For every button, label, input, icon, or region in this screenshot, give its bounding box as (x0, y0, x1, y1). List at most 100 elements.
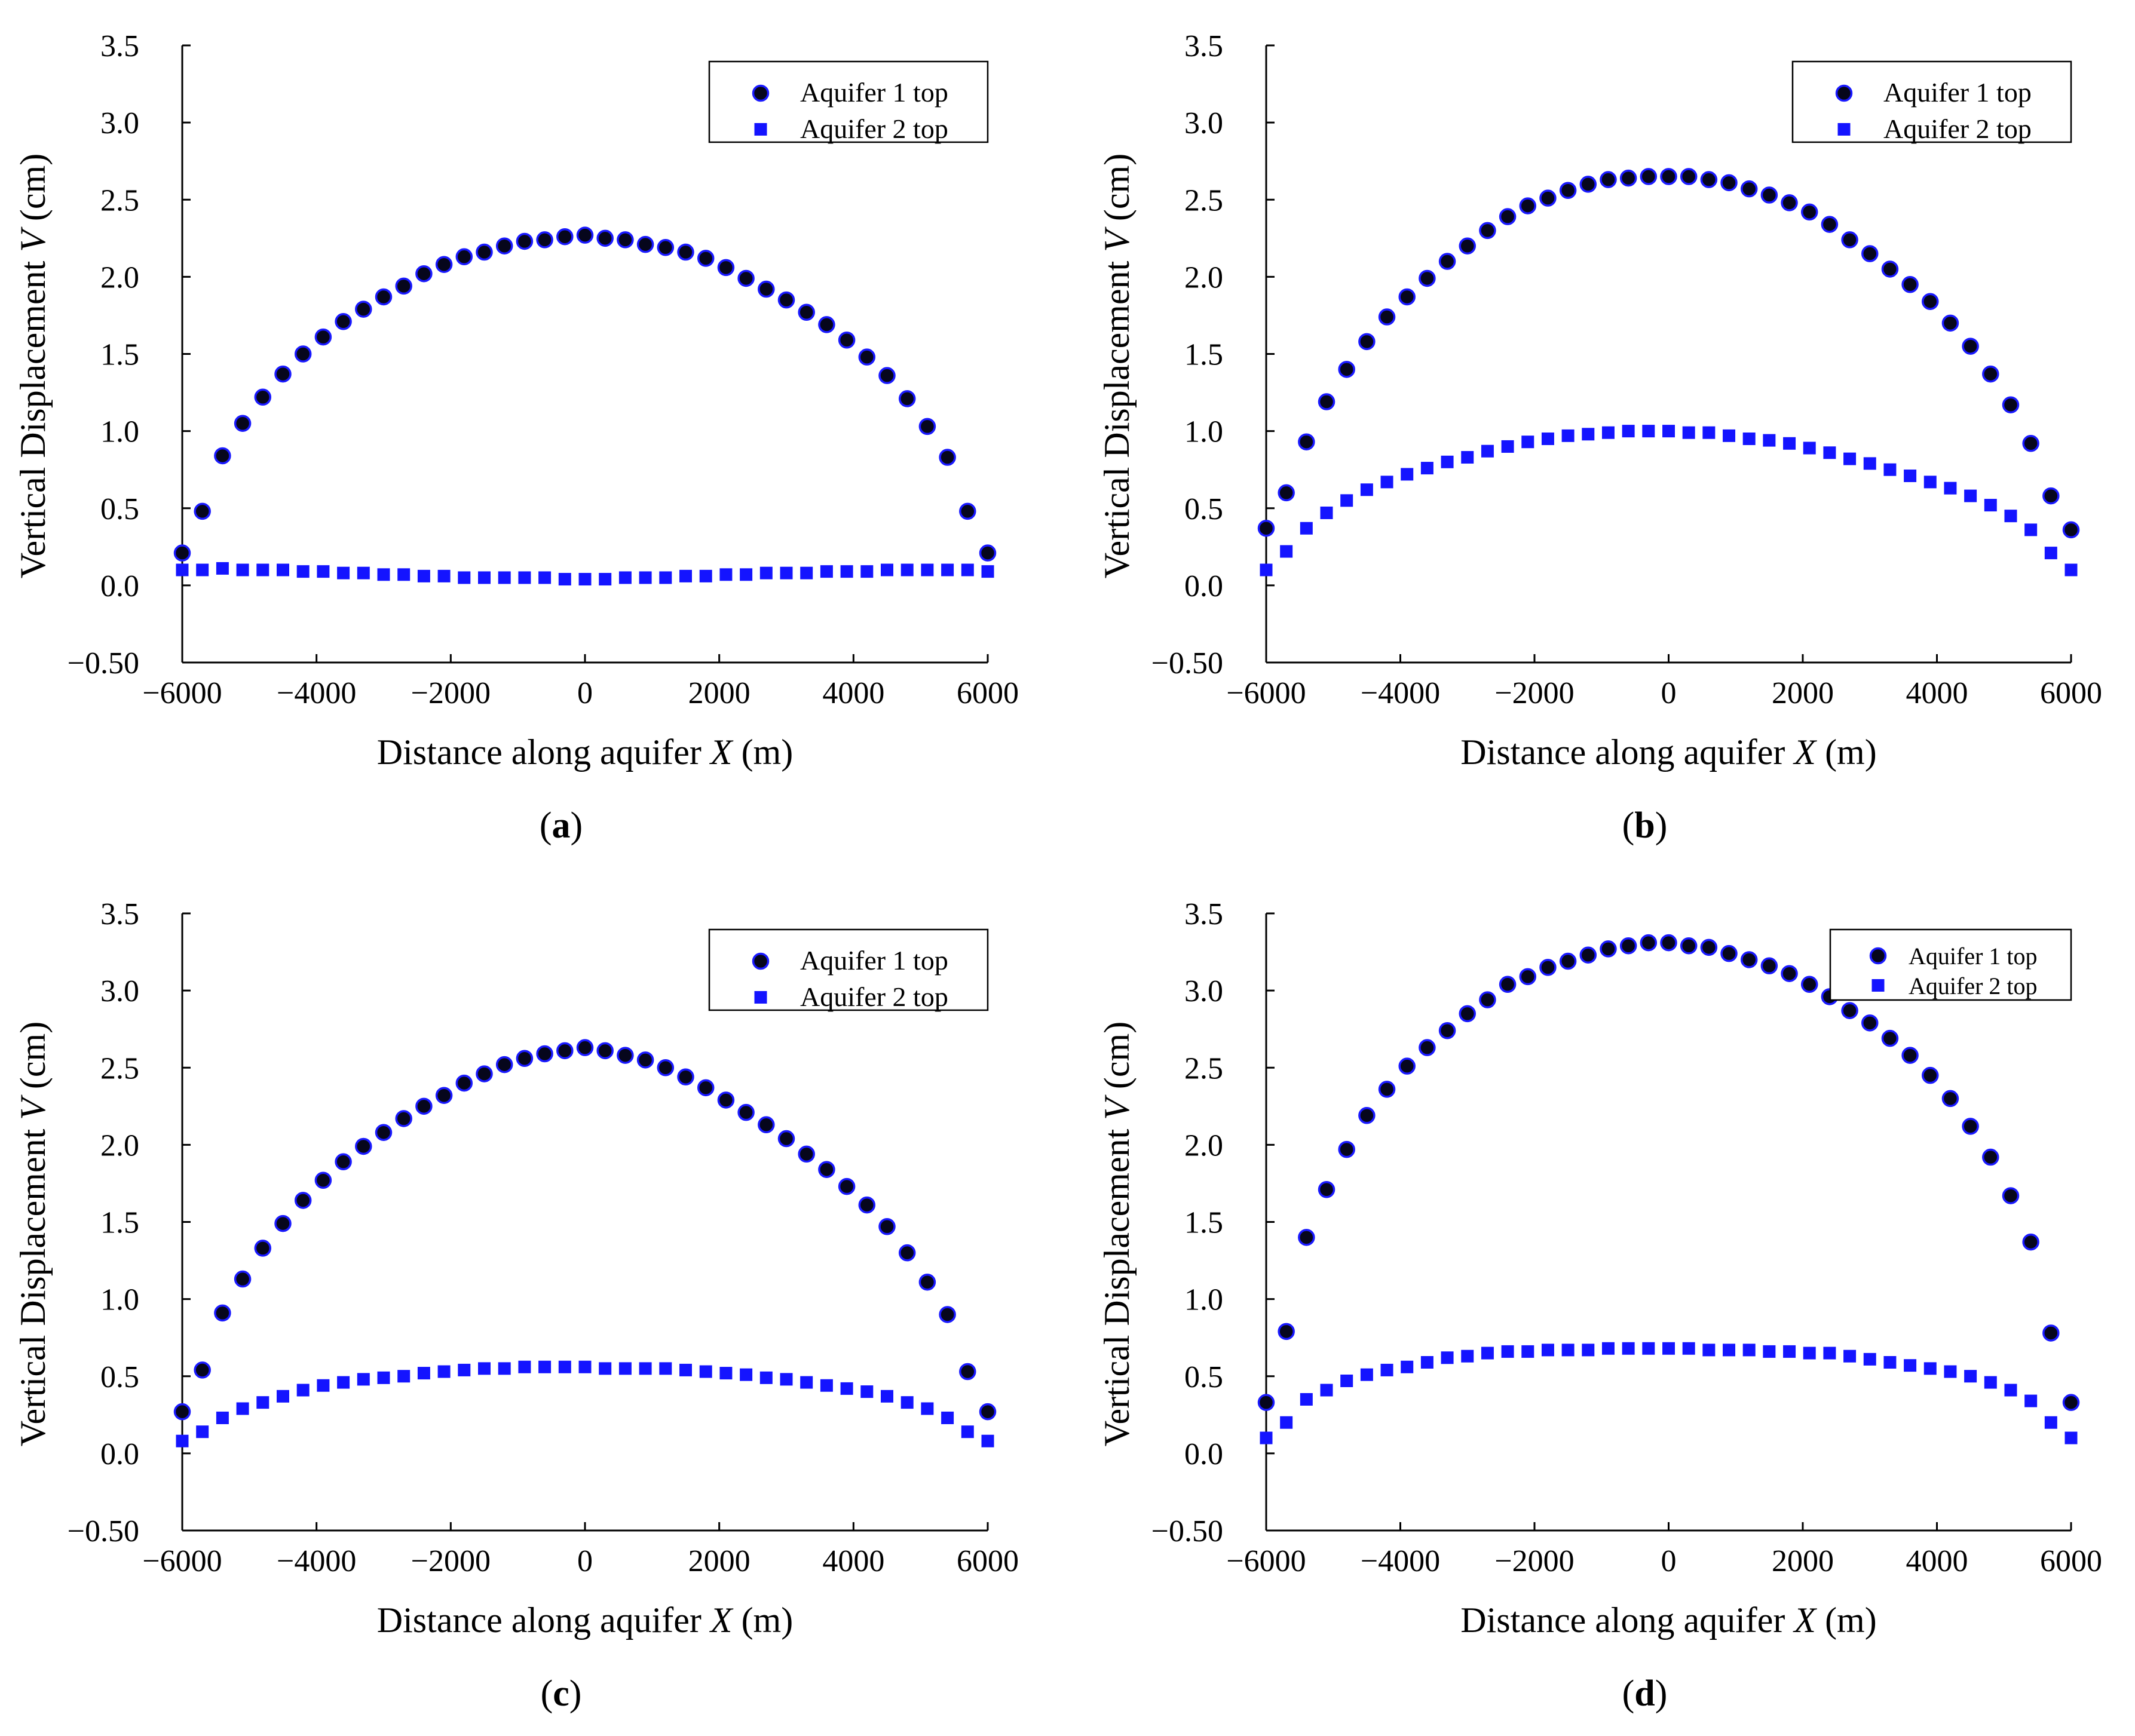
legend-aquifer-2-label: Aquifer 2 top (1883, 114, 2032, 144)
aquifer-2-point (1420, 1356, 1433, 1369)
aquifer-1-point (1438, 253, 1456, 270)
aquifer-1-point (556, 228, 574, 246)
aquifer-2-point (1964, 1370, 1977, 1383)
aquifer-1-point (173, 1403, 191, 1421)
aquifer-1-point (415, 265, 433, 283)
y-axis-label: Vertical Displacement V (cm) (13, 1022, 53, 1446)
chart-panel-a: −0.50 0.0 0.5 1.0 1.5 2.0 2.5 3.0 3.5 −6000 −4000 −… (13, 29, 1019, 846)
aquifer-1-point (1700, 938, 1718, 956)
aquifer-2-point (357, 1373, 370, 1386)
aquifer-1-point (1519, 968, 1537, 986)
aquifer-2-point (699, 1365, 712, 1378)
aquifer-2-point (1803, 1347, 1816, 1360)
aquifer-1-point (1781, 194, 1798, 211)
aquifer-2-point (981, 565, 994, 578)
aquifer-2-point (740, 568, 753, 581)
aquifer-2-point (1401, 468, 1414, 481)
y-axis-label-var: V (1097, 1094, 1137, 1120)
aquifer-1-point (1800, 203, 1818, 221)
aquifer-2-point (277, 563, 289, 576)
aquifer-2-point (1501, 1345, 1514, 1358)
aquifer-2-point (618, 1362, 632, 1375)
y-axis-label-suffix: (cm) (1097, 1022, 1137, 1098)
aquifer-1-point (2022, 1233, 2039, 1251)
aquifer-2-point (1320, 506, 1333, 519)
aquifer-2-point (1582, 428, 1595, 441)
aquifer-2-point (256, 563, 269, 576)
aquifer-1-point (939, 449, 956, 466)
aquifer-2-point (1923, 476, 1937, 489)
aquifer-2-point (1582, 1344, 1595, 1357)
aquifer-1-point (596, 1042, 614, 1060)
x-tick-label: 6000 (2040, 1544, 2102, 1578)
aquifer-1-point (415, 1097, 433, 1115)
aquifer-2-point (196, 563, 209, 576)
aquifer-1-point (1600, 171, 1617, 188)
aquifer-2-point (900, 1396, 914, 1409)
aquifer-2-point (558, 573, 571, 586)
aquifer-1-point (798, 1145, 815, 1163)
aquifer-2-point (236, 563, 249, 576)
x-tick-label: −6000 (1226, 1544, 1306, 1578)
y-tick-label: 1.5 (100, 1206, 139, 1240)
aquifer-2-point (1541, 433, 1554, 446)
aquifer-1-point (1257, 1394, 1275, 1411)
aquifer-2-point (478, 571, 491, 584)
aquifer-2-point (216, 562, 229, 575)
aquifer-1-point (1982, 365, 1999, 383)
aquifer-1-point (476, 243, 493, 261)
aquifer-2-point (458, 571, 471, 584)
x-tick-label: 6000 (957, 676, 1019, 710)
aquifer-2-point (840, 565, 853, 578)
aquifer-2-point (317, 565, 330, 578)
x-tick-label: 0 (1661, 1544, 1677, 1578)
aquifer-1-point (2062, 521, 2080, 539)
aquifer-2-point (1843, 452, 1857, 465)
x-tick-label: 2000 (688, 676, 751, 710)
aquifer-2-point (176, 563, 189, 576)
aquifer-2-point (1843, 1349, 1857, 1363)
caption-close-paren: ) (1655, 1673, 1668, 1714)
aquifer-1-point (1539, 189, 1557, 207)
aquifer-1-point (657, 239, 675, 256)
legend-aquifer-1-label: Aquifer 1 top (800, 945, 948, 976)
y-tick-label: 1.0 (1184, 415, 1223, 449)
x-axis-label-prefix: Distance along aquifer (377, 732, 710, 772)
chart-panel-d: −0.50 0.0 0.5 1.0 1.5 2.0 2.5 3.0 3.5 −6000 −4000 −… (1097, 897, 2102, 1714)
aquifer-2-point (860, 1385, 874, 1398)
y-axis-label-suffix: (cm) (13, 1022, 53, 1098)
aquifer-2-point (357, 566, 370, 579)
x-tick-label: −4000 (1361, 676, 1440, 710)
aquifer-2-point (1501, 440, 1514, 453)
aquifer-1-point (234, 415, 252, 432)
aquifer-1-point (335, 313, 352, 330)
x-tick-label: 2000 (688, 1544, 751, 1578)
aquifer-1-point (1640, 168, 1658, 185)
y-axis-label-prefix: Vertical Displacement (1097, 1120, 1137, 1446)
y-tick-label: 3.0 (100, 974, 139, 1008)
aquifer-1-point (798, 303, 815, 321)
aquifer-2-point (337, 566, 350, 579)
y-tick-label: 0.0 (1184, 569, 1223, 603)
x-tick-label: −6000 (1226, 676, 1306, 710)
x-axis-label-suffix: (m) (733, 1600, 794, 1640)
x-tick-label: −4000 (277, 1544, 356, 1578)
aquifer-2-point (377, 568, 390, 581)
aquifer-2-point (176, 1434, 189, 1447)
aquifer-1-point (556, 1042, 574, 1060)
aquifer-2-point (599, 573, 612, 586)
aquifer-1-point (1881, 1029, 1899, 1047)
aquifer-2-point (618, 571, 632, 584)
aquifer-2-point (1561, 429, 1575, 442)
y-axis-label-prefix: Vertical Displacement (13, 252, 53, 578)
caption-open-paren: ( (1622, 805, 1635, 846)
aquifer-2-point (256, 1396, 269, 1409)
x-tick-label: 4000 (822, 1544, 884, 1578)
legend: Aquifer 1 top Aquifer 2 top (1791, 60, 2072, 144)
y-tick-label: 0.5 (100, 492, 139, 526)
aquifer-2-point (1702, 426, 1716, 439)
legend-aquifer-2-label: Aquifer 2 top (800, 982, 948, 1012)
x-tick-label: 4000 (1906, 676, 1968, 710)
caption-letter: d (1634, 1673, 1655, 1714)
aquifer-2-point (800, 1376, 813, 1389)
